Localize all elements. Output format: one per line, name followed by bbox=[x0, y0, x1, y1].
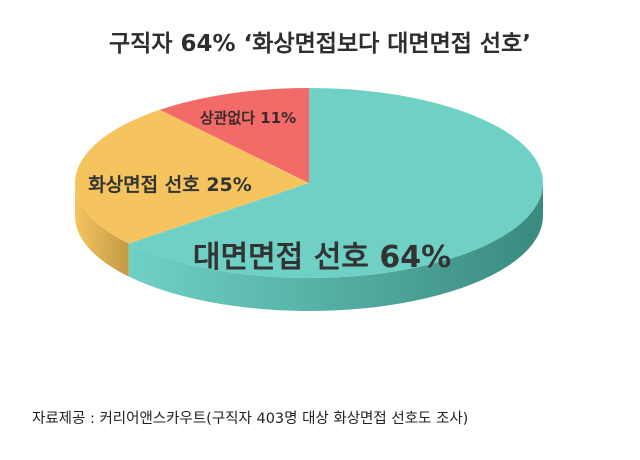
chart-title: 구직자 64% ‘화상면접보다 대면면접 선호’ bbox=[109, 31, 531, 57]
slice-label-2: 상관없다 11% bbox=[200, 109, 296, 127]
slice-label-text-0: 대면면접 선호 bbox=[193, 240, 380, 275]
pie-slice-1 bbox=[74, 109, 309, 244]
slice-label-text-1: 화상면접 선호 bbox=[88, 174, 206, 196]
slice-label-0: 대면면접 선호 64% bbox=[193, 240, 451, 275]
pie-side-1 bbox=[75, 183, 129, 277]
pie-sides bbox=[75, 183, 543, 311]
slice-label-text-2: 상관없다 bbox=[200, 109, 260, 127]
pie-slice-2 bbox=[159, 88, 309, 183]
slice-value-0: 64% bbox=[379, 240, 451, 275]
slice-value-1: 25% bbox=[206, 174, 251, 196]
pie-slice-0 bbox=[128, 88, 543, 278]
pie-side-0 bbox=[128, 183, 543, 311]
slice-value-2: 11% bbox=[260, 109, 296, 127]
slice-label-1: 화상면접 선호 25% bbox=[88, 174, 252, 196]
source-note: 자료제공 : 커리어앤스카우트(구직자 403명 대상 화상면접 선호도 조사) bbox=[32, 411, 469, 427]
